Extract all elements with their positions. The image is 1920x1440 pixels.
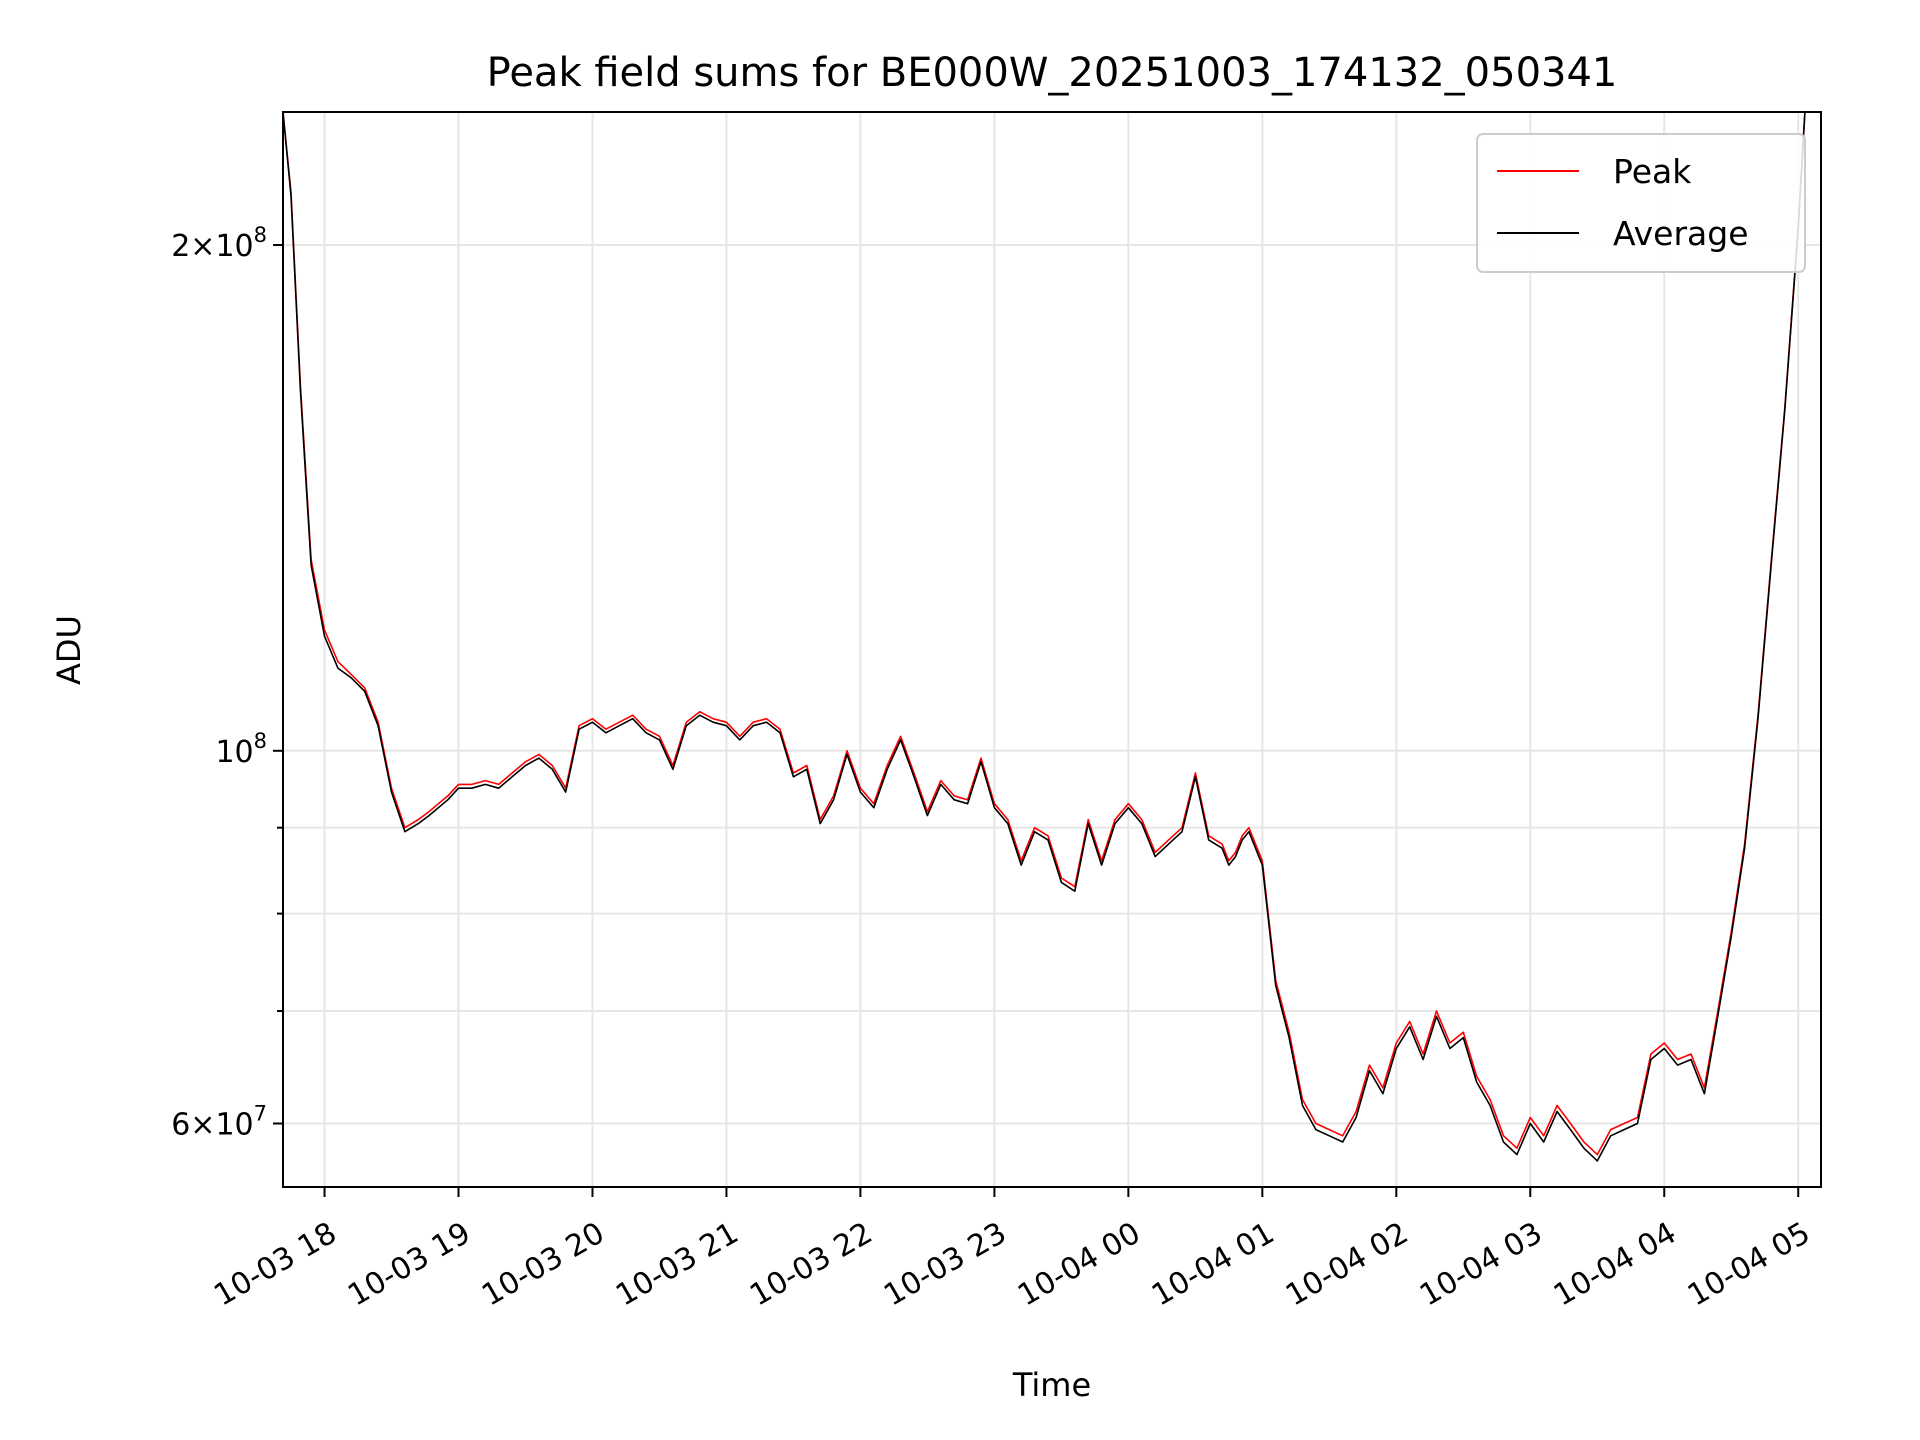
legend: Peak Average — [1476, 133, 1806, 273]
legend-average-label: Average — [1613, 214, 1749, 253]
legend-peak-label: Peak — [1613, 152, 1692, 191]
legend-frame — [1476, 133, 1806, 273]
grid — [283, 112, 1821, 1187]
y-tick-label: 108 — [215, 729, 267, 770]
plot-area-frame — [282, 111, 1822, 1188]
x-axis-label: Time — [1012, 1366, 1091, 1404]
y-tick-label: 2×108 — [171, 223, 267, 264]
y-axis-label: ADU — [50, 615, 88, 685]
chart-title: Peak field sums for BE000W_20251003_1741… — [487, 50, 1618, 96]
series-line-average — [283, 112, 1806, 1162]
y-tick-label: 6×107 — [171, 1102, 267, 1143]
series-line-peak — [283, 112, 1806, 1156]
series-layer — [283, 112, 1806, 1162]
